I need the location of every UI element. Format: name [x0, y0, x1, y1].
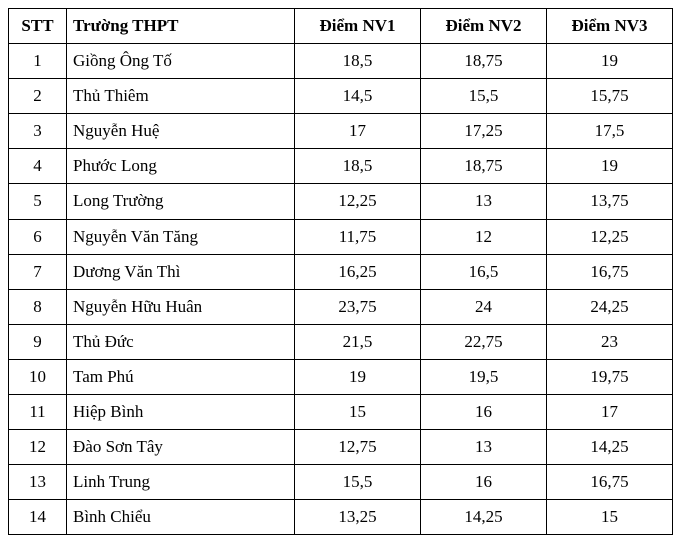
table-row: 2Thủ Thiêm14,515,515,75 [9, 79, 673, 114]
cell-nv3: 23 [547, 324, 673, 359]
cell-name: Thủ Thiêm [67, 79, 295, 114]
cell-nv2: 16 [421, 395, 547, 430]
cell-nv1: 14,5 [295, 79, 421, 114]
cell-nv1: 13,25 [295, 500, 421, 535]
cell-nv3: 15,75 [547, 79, 673, 114]
cell-nv2: 17,25 [421, 114, 547, 149]
cell-stt: 6 [9, 219, 67, 254]
cell-nv3: 24,25 [547, 289, 673, 324]
col-header-stt: STT [9, 9, 67, 44]
table-row: 13Linh Trung15,51616,75 [9, 465, 673, 500]
cell-name: Tam Phú [67, 359, 295, 394]
cell-nv3: 17,5 [547, 114, 673, 149]
cell-name: Bình Chiểu [67, 500, 295, 535]
col-header-name: Trường THPT [67, 9, 295, 44]
table-row: 14Bình Chiểu13,2514,2515 [9, 500, 673, 535]
table-row: 5Long Trường12,251313,75 [9, 184, 673, 219]
header-row: STTTrường THPTĐiểm NV1Điểm NV2Điểm NV3 [9, 9, 673, 44]
cell-nv2: 24 [421, 289, 547, 324]
cell-nv2: 13 [421, 184, 547, 219]
cell-nv2: 22,75 [421, 324, 547, 359]
cell-nv1: 18,5 [295, 149, 421, 184]
cell-nv1: 12,25 [295, 184, 421, 219]
table-row: 1Giồng Ông Tố18,518,7519 [9, 44, 673, 79]
cell-nv1: 23,75 [295, 289, 421, 324]
cell-stt: 1 [9, 44, 67, 79]
cell-nv3: 12,25 [547, 219, 673, 254]
cell-stt: 9 [9, 324, 67, 359]
table-row: 11Hiệp Bình151617 [9, 395, 673, 430]
cell-nv3: 13,75 [547, 184, 673, 219]
table-row: 8Nguyễn Hữu Huân23,752424,25 [9, 289, 673, 324]
table-row: 4Phước Long18,518,7519 [9, 149, 673, 184]
cell-nv3: 15 [547, 500, 673, 535]
cell-nv2: 13 [421, 430, 547, 465]
cell-nv2: 16 [421, 465, 547, 500]
cell-name: Nguyễn Hữu Huân [67, 289, 295, 324]
cell-nv1: 21,5 [295, 324, 421, 359]
cell-stt: 5 [9, 184, 67, 219]
cell-stt: 12 [9, 430, 67, 465]
cell-stt: 14 [9, 500, 67, 535]
cell-nv3: 14,25 [547, 430, 673, 465]
table-row: 9Thủ Đức21,522,7523 [9, 324, 673, 359]
score-table: STTTrường THPTĐiểm NV1Điểm NV2Điểm NV3 1… [8, 8, 673, 535]
cell-nv1: 11,75 [295, 219, 421, 254]
table-row: 3Nguyễn Huệ1717,2517,5 [9, 114, 673, 149]
cell-name: Phước Long [67, 149, 295, 184]
cell-name: Long Trường [67, 184, 295, 219]
cell-name: Đào Sơn Tây [67, 430, 295, 465]
cell-stt: 13 [9, 465, 67, 500]
cell-name: Hiệp Bình [67, 395, 295, 430]
cell-stt: 8 [9, 289, 67, 324]
cell-nv2: 19,5 [421, 359, 547, 394]
cell-nv2: 16,5 [421, 254, 547, 289]
col-header-nv2: Điểm NV2 [421, 9, 547, 44]
table-body: 1Giồng Ông Tố18,518,75192Thủ Thiêm14,515… [9, 44, 673, 535]
cell-nv2: 15,5 [421, 79, 547, 114]
cell-nv1: 15 [295, 395, 421, 430]
col-header-nv1: Điểm NV1 [295, 9, 421, 44]
cell-nv2: 14,25 [421, 500, 547, 535]
cell-stt: 2 [9, 79, 67, 114]
cell-nv1: 18,5 [295, 44, 421, 79]
cell-nv1: 19 [295, 359, 421, 394]
cell-name: Linh Trung [67, 465, 295, 500]
cell-stt: 10 [9, 359, 67, 394]
col-header-nv3: Điểm NV3 [547, 9, 673, 44]
cell-name: Thủ Đức [67, 324, 295, 359]
cell-nv2: 12 [421, 219, 547, 254]
cell-nv3: 16,75 [547, 465, 673, 500]
cell-nv3: 17 [547, 395, 673, 430]
cell-nv3: 19 [547, 149, 673, 184]
table-row: 7Dương Văn Thì16,2516,516,75 [9, 254, 673, 289]
table-row: 10Tam Phú1919,519,75 [9, 359, 673, 394]
cell-nv1: 16,25 [295, 254, 421, 289]
cell-nv1: 12,75 [295, 430, 421, 465]
cell-stt: 3 [9, 114, 67, 149]
cell-name: Nguyễn Văn Tăng [67, 219, 295, 254]
table-row: 12Đào Sơn Tây12,751314,25 [9, 430, 673, 465]
table-header: STTTrường THPTĐiểm NV1Điểm NV2Điểm NV3 [9, 9, 673, 44]
cell-stt: 11 [9, 395, 67, 430]
cell-nv3: 16,75 [547, 254, 673, 289]
cell-nv3: 19,75 [547, 359, 673, 394]
table-row: 6Nguyễn Văn Tăng11,751212,25 [9, 219, 673, 254]
cell-nv1: 15,5 [295, 465, 421, 500]
cell-nv3: 19 [547, 44, 673, 79]
cell-name: Dương Văn Thì [67, 254, 295, 289]
cell-name: Giồng Ông Tố [67, 44, 295, 79]
cell-nv2: 18,75 [421, 149, 547, 184]
cell-nv2: 18,75 [421, 44, 547, 79]
cell-nv1: 17 [295, 114, 421, 149]
cell-stt: 4 [9, 149, 67, 184]
cell-stt: 7 [9, 254, 67, 289]
cell-name: Nguyễn Huệ [67, 114, 295, 149]
